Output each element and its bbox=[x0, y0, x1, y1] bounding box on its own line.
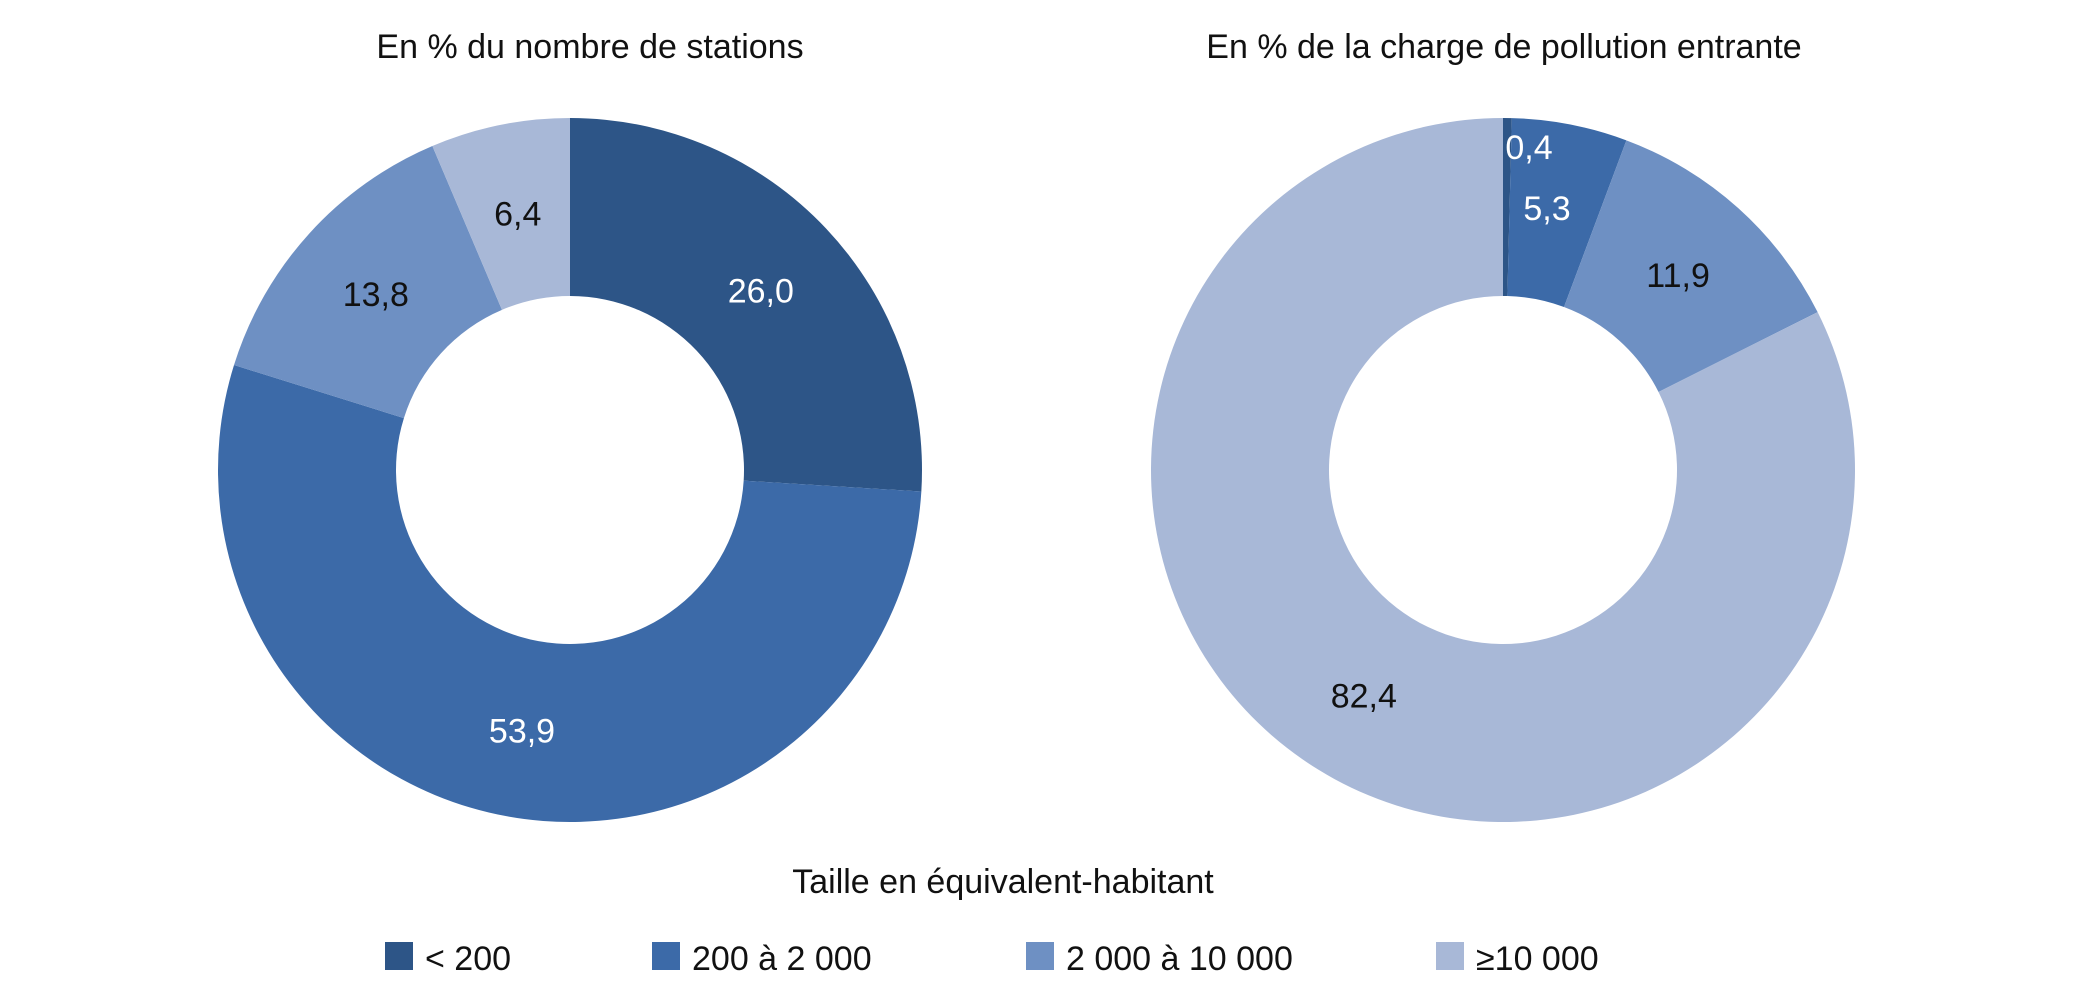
legend-label: 2 000 à 10 000 bbox=[1066, 940, 1293, 978]
slice-200-2000 bbox=[1507, 118, 1627, 308]
legend-label: < 200 bbox=[425, 940, 511, 978]
legend-swatch bbox=[1026, 942, 1054, 970]
donut-chart-pollution-load: En % de la charge de pollution entrante … bbox=[1151, 28, 1855, 822]
slice-label-gte-10000: 82,4 bbox=[1331, 678, 1397, 716]
slice-label-gte-10000: 6,4 bbox=[494, 195, 541, 233]
slice-2000-10000 bbox=[234, 146, 502, 419]
legend-label: 200 à 2 000 bbox=[692, 940, 872, 978]
legend-item-200-2000: 200 à 2 000 bbox=[652, 940, 872, 978]
slice-label-2000-10000: 13,8 bbox=[343, 276, 409, 314]
slice-labels-stations: 26,0 53,9 13,8 6,4 bbox=[343, 195, 794, 750]
legend-item-gte-10000: ≥10 000 bbox=[1436, 940, 1599, 978]
slice-labels-pollution-load: 0,4 5,3 11,9 82,4 bbox=[1331, 129, 1710, 716]
legend-label: ≥10 000 bbox=[1476, 940, 1599, 978]
slice-gte-10000 bbox=[432, 118, 570, 310]
legend-item-2000-10000: 2 000 à 10 000 bbox=[1026, 940, 1293, 978]
slice-label-lt-200: 0,4 bbox=[1505, 129, 1552, 167]
donut-chart-stations: En % du nombre de stations 26,0 53,9 13,8 6… bbox=[218, 28, 923, 822]
slice-200-2000 bbox=[218, 365, 922, 822]
chart-title-pollution-load: En % de la charge de pollution entrante bbox=[1206, 28, 1801, 66]
slice-gte-10000 bbox=[1151, 118, 1855, 822]
chart-title-stations: En % du nombre de stations bbox=[376, 28, 803, 66]
slice-label-200-2000: 5,3 bbox=[1523, 190, 1570, 228]
slice-2000-10000 bbox=[1563, 140, 1818, 392]
slices-pollution-load bbox=[1151, 118, 1855, 822]
slice-label-2000-10000: 11,9 bbox=[1646, 257, 1710, 295]
legend-swatch bbox=[652, 942, 680, 970]
slice-label-200-2000: 53,9 bbox=[489, 713, 555, 751]
slice-lt-200 bbox=[1503, 118, 1512, 297]
legend-title: Taille en équivalent-habitant bbox=[792, 863, 1214, 901]
slice-label-lt-200: 26,0 bbox=[728, 272, 794, 310]
legend-items: < 200 200 à 2 000 2 000 à 10 000 ≥10 000 bbox=[385, 940, 1599, 978]
legend-item-lt-200: < 200 bbox=[385, 940, 511, 978]
legend-swatch bbox=[1436, 942, 1464, 970]
legend: Taille en équivalent-habitant < 200 200 à… bbox=[385, 863, 1599, 978]
legend-swatch bbox=[385, 942, 413, 970]
slice-lt-200 bbox=[570, 118, 923, 492]
slices-stations bbox=[218, 118, 923, 822]
